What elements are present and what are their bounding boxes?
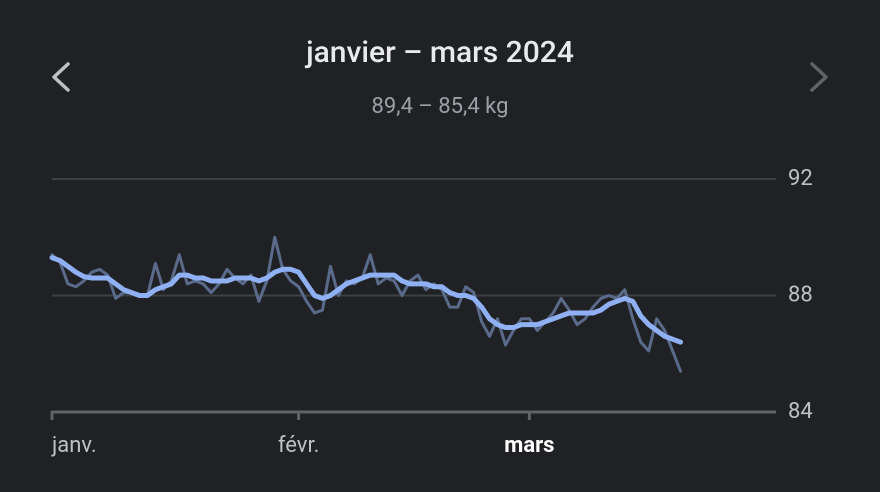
y-tick-label: 84 <box>788 399 813 424</box>
plot-area: 84 88 92 janv. févr. mars <box>49 166 813 458</box>
x-tick-label: févr. <box>278 433 320 458</box>
y-tick-label: 92 <box>788 166 813 191</box>
x-tick-label: mars <box>504 433 554 458</box>
x-tick-label: janv. <box>51 433 97 458</box>
y-tick-label: 88 <box>788 282 813 307</box>
trend-line <box>49 255 684 345</box>
previous-button[interactable] <box>52 62 70 92</box>
daily-line <box>50 235 683 373</box>
chart-subtitle: 89,4 – 85,4 kg <box>372 94 509 119</box>
next-button[interactable] <box>810 62 828 92</box>
chart-title: janvier – mars 2024 <box>304 35 574 70</box>
